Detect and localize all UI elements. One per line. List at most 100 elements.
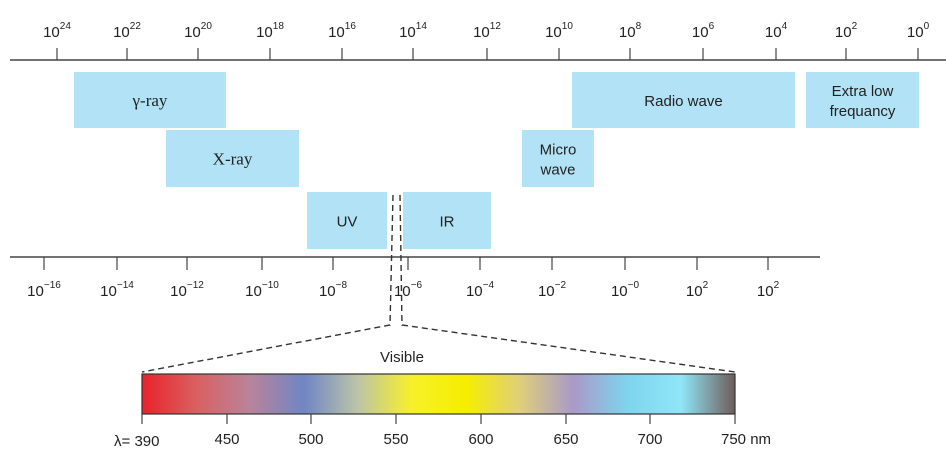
visible-tick-label: 700 bbox=[637, 431, 662, 448]
visible-unit: nm bbox=[746, 431, 771, 448]
wavelength-tick-label-base: 10 bbox=[757, 283, 774, 300]
frequency-tick-label-exponent: 12 bbox=[490, 21, 502, 32]
wavelength-tick-label-base: 10 bbox=[170, 283, 187, 300]
wavelength-tick-label: 10−12 bbox=[170, 280, 204, 300]
wavelength-tick-label: 10−10 bbox=[245, 280, 279, 300]
wavelength-tick-label-base: 10 bbox=[611, 283, 628, 300]
wavelength-tick-label: 10−2 bbox=[538, 280, 567, 300]
band-radio: Radio wave bbox=[572, 72, 795, 128]
frequency-tick-label-base: 10 bbox=[907, 24, 924, 41]
frequency-tick-label-base: 10 bbox=[43, 24, 60, 41]
wavelength-tick-label: 10−16 bbox=[27, 280, 61, 300]
band-ir-label: IR bbox=[440, 214, 455, 231]
wavelength-tick-label-exponent: −12 bbox=[187, 280, 204, 291]
wavelength-tick-label-base: 10 bbox=[319, 283, 336, 300]
wavelength-tick-label-base: 10 bbox=[686, 283, 703, 300]
frequency-tick-label: 100 bbox=[907, 21, 930, 41]
visible-tick-label: 450 bbox=[214, 431, 239, 448]
band-ir: IR bbox=[403, 192, 491, 249]
frequency-tick-label-exponent: 24 bbox=[60, 21, 72, 32]
frequency-tick-label-exponent: 6 bbox=[709, 21, 715, 32]
wavelength-tick-label-base: 10 bbox=[100, 283, 117, 300]
band-microwave: Micro wave bbox=[522, 130, 594, 187]
wavelength-tick-label-exponent: −8 bbox=[336, 280, 348, 291]
frequency-tick-label: 104 bbox=[765, 21, 788, 41]
visible-tick-label: 600 bbox=[468, 431, 493, 448]
frequency-tick-label-exponent: 22 bbox=[130, 21, 142, 32]
frequency-tick-label-base: 10 bbox=[765, 24, 782, 41]
band-xray: X-ray bbox=[166, 130, 299, 187]
frequency-tick-label: 1016 bbox=[328, 21, 356, 41]
wavelength-tick-label: 10−4 bbox=[466, 280, 495, 300]
wavelength-tick-label: 10−8 bbox=[319, 280, 348, 300]
visible-tick-label: λ= 390 bbox=[114, 433, 159, 450]
band-gamma-label: γ-ray bbox=[132, 91, 168, 110]
visible-tick-value: 390 bbox=[134, 433, 159, 450]
lambda-prefix: λ= bbox=[114, 433, 134, 450]
band-uv-label: UV bbox=[337, 214, 358, 231]
wavelength-tick-label-exponent: −2 bbox=[555, 280, 567, 291]
frequency-tick-label: 1012 bbox=[473, 21, 501, 41]
band-radio-box bbox=[572, 72, 795, 128]
wavelength-tick-label-base: 10 bbox=[27, 283, 44, 300]
zoom-guide-left bbox=[141, 194, 394, 373]
band-uv-box bbox=[307, 192, 387, 249]
band-ir-box bbox=[403, 192, 491, 249]
visible-tick-label: 750 nm bbox=[721, 431, 771, 448]
frequency-tick-label-base: 10 bbox=[399, 24, 416, 41]
band-elf-label: Extra low bbox=[832, 83, 894, 100]
frequency-tick-label-base: 10 bbox=[545, 24, 562, 41]
frequency-tick-label-base: 10 bbox=[184, 24, 201, 41]
wavelength-tick-label-exponent: 2 bbox=[703, 280, 709, 291]
band-elf-label: frequancy bbox=[830, 103, 896, 120]
wavelength-tick-label-exponent: 2 bbox=[774, 280, 780, 291]
band-xray-label: X-ray bbox=[213, 150, 253, 169]
wavelength-tick-label-base: 10 bbox=[394, 283, 411, 300]
visible-zoom-guides bbox=[141, 194, 736, 373]
frequency-tick-label: 1020 bbox=[184, 21, 212, 41]
band-gamma: γ-ray bbox=[74, 72, 226, 128]
visible-tick-label: 550 bbox=[383, 431, 408, 448]
frequency-tick-label-exponent: 10 bbox=[562, 21, 574, 32]
frequency-tick-label-base: 10 bbox=[835, 24, 852, 41]
band-microwave-label: Micro bbox=[540, 142, 577, 159]
frequency-tick-label-exponent: 20 bbox=[201, 21, 213, 32]
band-microwave-label: wave bbox=[539, 162, 575, 179]
band-gamma-box bbox=[74, 72, 226, 128]
visible-title: Visible bbox=[380, 349, 424, 366]
band-microwave-box bbox=[522, 130, 594, 187]
frequency-tick-label: 1018 bbox=[256, 21, 284, 41]
frequency-tick-label: 1024 bbox=[43, 21, 71, 41]
wavelength-tick-label: 102 bbox=[757, 280, 780, 300]
wavelength-tick-label-exponent: −4 bbox=[483, 280, 495, 291]
frequency-tick-label: 102 bbox=[835, 21, 858, 41]
frequency-tick-label-exponent: 4 bbox=[782, 21, 788, 32]
wavelength-tick-label-exponent: −16 bbox=[44, 280, 61, 291]
wavelength-tick-label-exponent: −6 bbox=[411, 280, 423, 291]
wavelength-tick-label-exponent: −0 bbox=[628, 280, 640, 291]
spectrum-bands: γ-ray X-ray UV IR Micro wave Radio wave Extra l… bbox=[74, 72, 919, 249]
wavelength-axis: 10−16 10−14 10−12 10−10 10−8 10−6 10−4 10−2 10−0… bbox=[10, 256, 820, 300]
frequency-tick-label: 1022 bbox=[113, 21, 141, 41]
wavelength-tick-label: 10−14 bbox=[100, 280, 134, 300]
frequency-tick-label-base: 10 bbox=[328, 24, 345, 41]
wavelength-tick-label-exponent: −14 bbox=[117, 280, 134, 291]
visible-tick-label: 500 bbox=[298, 431, 323, 448]
visible-spectrum: Visible λ= 390 450 500 550 600 650 700 750 nm bbox=[114, 349, 771, 450]
frequency-tick-label-exponent: 0 bbox=[924, 21, 930, 32]
frequency-tick-label-base: 10 bbox=[473, 24, 490, 41]
band-uv: UV bbox=[307, 192, 387, 249]
wavelength-tick-label-exponent: −10 bbox=[262, 280, 279, 291]
frequency-tick-label: 1014 bbox=[399, 21, 427, 41]
frequency-axis: 1024 1022 1020 1018 1016 1014 1012 1010 108 106 10… bbox=[10, 21, 946, 61]
wavelength-tick-label-base: 10 bbox=[466, 283, 483, 300]
frequency-tick-label-exponent: 16 bbox=[345, 21, 357, 32]
band-elf-box bbox=[806, 72, 919, 128]
frequency-tick-label-base: 10 bbox=[619, 24, 636, 41]
zoom-guide-right bbox=[399, 194, 736, 373]
band-radio-label: Radio wave bbox=[644, 93, 722, 110]
visible-tick-label: 650 bbox=[553, 431, 578, 448]
wavelength-tick-label: 10−6 bbox=[394, 280, 423, 300]
frequency-tick-label-exponent: 2 bbox=[852, 21, 858, 32]
frequency-tick-label-base: 10 bbox=[256, 24, 273, 41]
